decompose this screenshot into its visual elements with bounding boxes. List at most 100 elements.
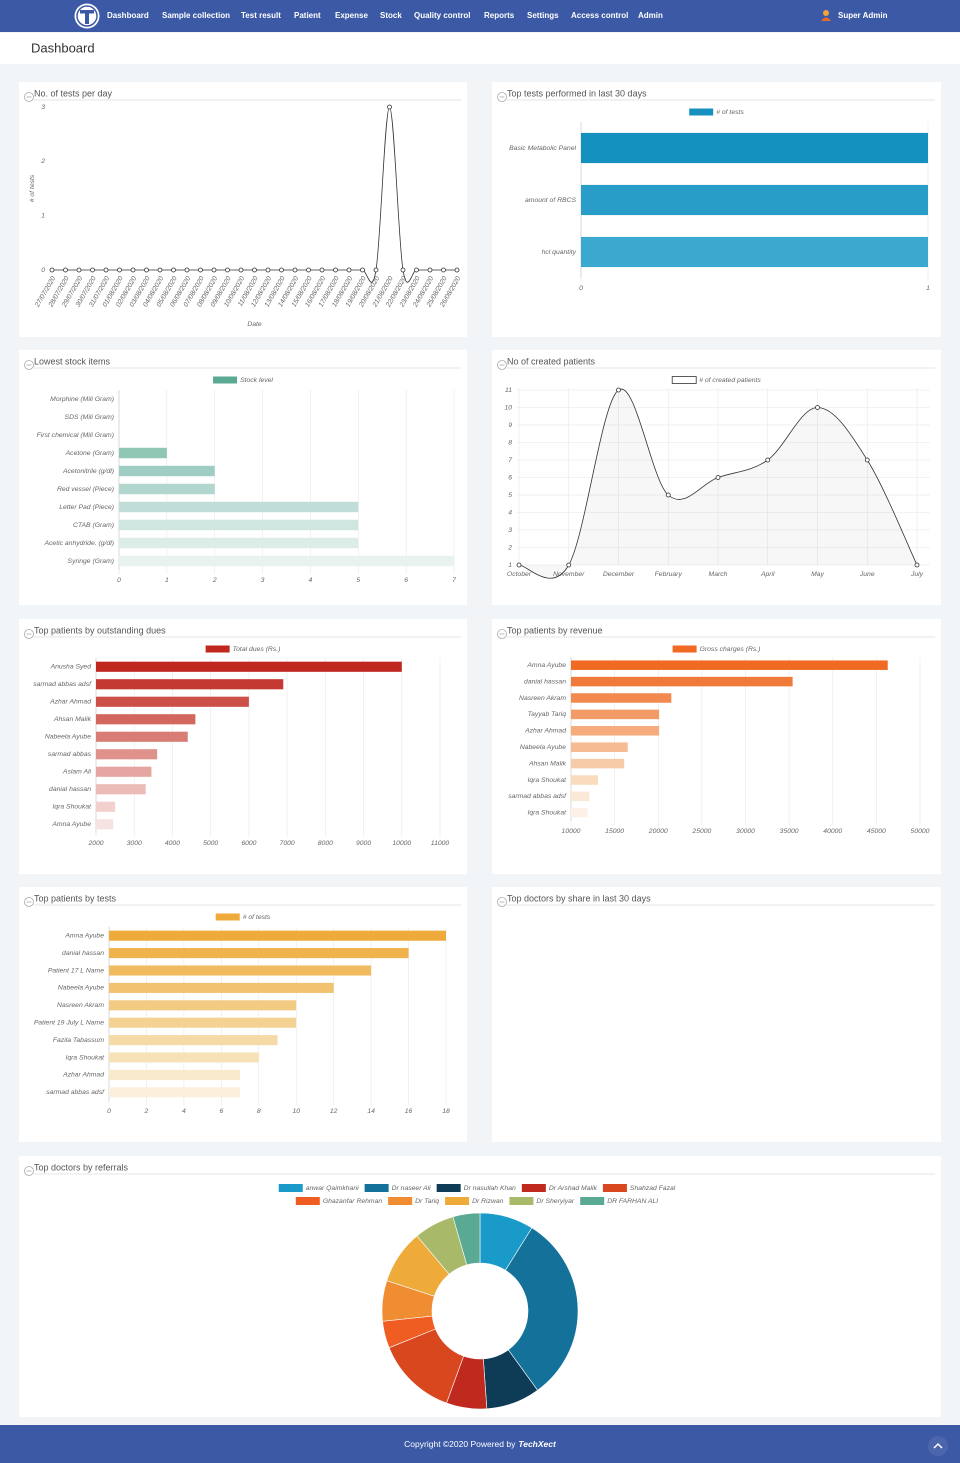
y-tick-label: 7: [508, 457, 512, 464]
x-tick-label: 0: [579, 285, 583, 292]
scroll-top[interactable]: [928, 1436, 948, 1456]
panel-title: Top doctors by referrals: [34, 1162, 129, 1172]
area: [519, 389, 917, 579]
user-icon-body: [821, 17, 831, 21]
bar: [109, 1052, 259, 1063]
x-tick-label: 0: [117, 577, 121, 584]
legend-label: Dr Rizwan: [472, 1198, 504, 1205]
x-tick-label: 2000: [87, 840, 103, 847]
legend-swatch: [602, 1184, 627, 1192]
user-name[interactable]: Super Admin: [838, 11, 888, 20]
nav-item[interactable]: Test result: [241, 11, 281, 20]
legend-swatch: [671, 376, 697, 384]
y-tick-label: Nabeela Ayube: [520, 744, 566, 751]
x-tick-label: 10: [292, 1108, 300, 1115]
nav-item[interactable]: Access control: [571, 11, 628, 20]
user-icon: [823, 10, 829, 16]
x-tick-label: June: [859, 571, 875, 578]
x-tick-label: 30000: [736, 828, 755, 835]
x-tick-label: 15000: [605, 828, 624, 835]
y-tick-label: sarmad abbas adsf: [33, 681, 92, 688]
y-tick-label: 8: [508, 439, 512, 446]
x-tick-label: 1: [165, 577, 169, 584]
bar: [119, 501, 359, 513]
nav-item[interactable]: Admin: [638, 11, 663, 20]
y-tick-label: Aslam Ali: [62, 769, 92, 776]
point: [306, 267, 311, 273]
panel-title: Top doctors by share in last 30 days: [507, 893, 651, 903]
x-tick-label: 8: [257, 1108, 261, 1115]
panel: [19, 887, 467, 1142]
brand: TechXect: [518, 1439, 557, 1449]
nav-item[interactable]: Dashboard: [107, 11, 149, 20]
legend-swatch: [215, 913, 240, 921]
navbar: [0, 0, 960, 32]
legend-swatch: [672, 645, 697, 653]
point: [665, 492, 671, 498]
y-tick-label: 9: [508, 422, 512, 429]
bar: [109, 948, 409, 959]
y-tick-label: 0: [41, 267, 45, 274]
nav-item[interactable]: Sample collection: [162, 11, 230, 20]
panel-title: Top patients by tests: [34, 893, 117, 903]
y-tick-label: Iqra Shoukat: [65, 1054, 105, 1061]
x-tick-label: October: [507, 571, 532, 578]
x-tick-label: 6000: [241, 840, 256, 847]
y-tick-label: First chemical (Mili Gram): [37, 432, 114, 439]
point: [198, 267, 203, 273]
point: [90, 267, 95, 273]
x-tick-label: 6: [404, 577, 408, 584]
x-tick-label: 16: [405, 1108, 413, 1115]
point: [387, 104, 392, 110]
x-tick-label: 12: [330, 1108, 338, 1115]
x-tick-label: November: [553, 571, 585, 578]
line: [518, 388, 918, 579]
legend-label: Shahzad Fazal: [630, 1185, 676, 1192]
footer-text: Copyright ©2020 Powered by TechXect: [404, 1439, 557, 1449]
panel-title: No of created patients: [507, 356, 596, 366]
panel: [19, 619, 467, 874]
nav-item[interactable]: Settings: [527, 11, 559, 20]
x-tick-label: December: [603, 571, 635, 578]
legend-label: # of tests: [716, 109, 744, 116]
bar: [571, 660, 888, 670]
x-tick-label: 11000: [431, 840, 450, 847]
y-tick-label: 1: [41, 212, 45, 219]
bar: [109, 1017, 297, 1028]
bar: [571, 742, 628, 752]
x-tick-label: 5000: [203, 840, 218, 847]
legend-swatch: [509, 1197, 534, 1205]
bar: [581, 132, 928, 164]
logo-ring: [76, 5, 98, 27]
y-tick-label: Fazila Tabassum: [53, 1037, 104, 1044]
logo-mark: [80, 10, 94, 24]
y-tick-label: Letter Pad (Piece): [59, 504, 114, 511]
nav-item[interactable]: Reports: [484, 11, 515, 20]
x-tick-label: 18: [442, 1108, 450, 1115]
nav-item[interactable]: Expense: [335, 11, 368, 20]
y-tick-label: Azhar Ahmad: [62, 1072, 104, 1079]
bar: [119, 465, 215, 477]
x-tick-label: 0: [107, 1108, 111, 1115]
point: [319, 267, 325, 273]
legend-swatch: [278, 1184, 303, 1192]
x-tick-label: 10000: [562, 828, 581, 835]
x-tick-label: May: [811, 571, 824, 578]
legend-label: Dr Arshad Malik: [549, 1185, 598, 1192]
point: [76, 267, 82, 273]
nav-item[interactable]: Quality control: [414, 11, 470, 20]
legend-label: Dr naseer Ali: [392, 1185, 432, 1192]
page-title: Dashboard: [31, 40, 95, 55]
nav-item[interactable]: Patient: [294, 11, 321, 20]
point: [864, 457, 870, 463]
nav-item[interactable]: Stock: [380, 11, 402, 20]
bar: [109, 965, 372, 976]
x-axis-title: Date: [247, 321, 262, 328]
bar: [109, 1035, 278, 1046]
y-tick-label: Amna Ayube: [51, 821, 91, 828]
y-tick-label: 10: [504, 404, 512, 411]
legend-label: Dr Sheryiyar: [536, 1198, 575, 1205]
slice: [505, 1227, 579, 1391]
legend-label: Dr Tariq: [415, 1198, 439, 1205]
x-tick-label: 7000: [280, 840, 295, 847]
